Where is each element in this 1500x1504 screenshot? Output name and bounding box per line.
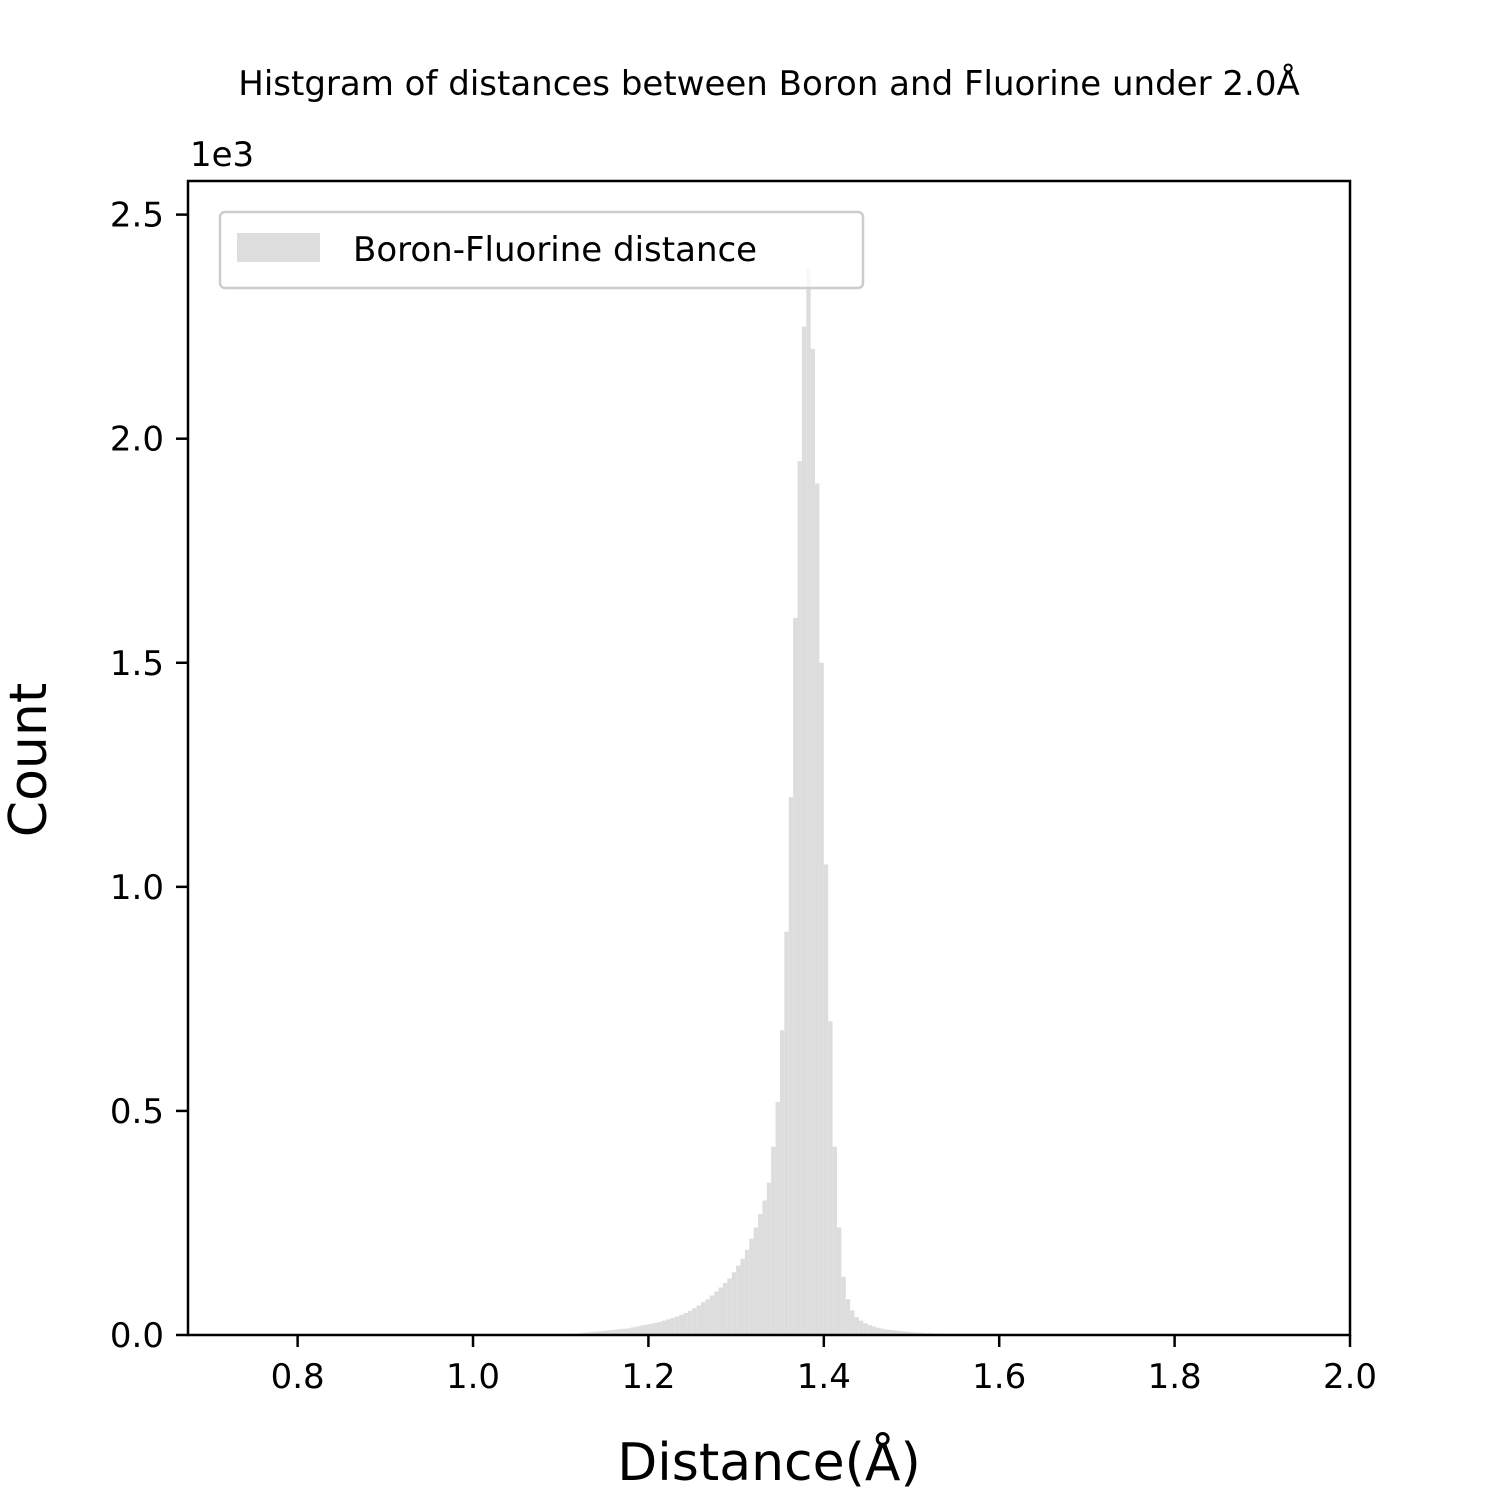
histogram-bar xyxy=(679,1315,683,1335)
x-axis-ticks: 0.8 1.0 1.2 1.4 1.6 1.8 2.0 xyxy=(271,1335,1377,1397)
histogram-bar xyxy=(798,461,802,1335)
histogram-bar xyxy=(767,1183,771,1335)
legend-entry-label: Boron-Fluorine distance xyxy=(353,230,757,270)
histogram-bar xyxy=(657,1322,661,1335)
histogram-bar xyxy=(863,1323,867,1335)
histogram-bar xyxy=(872,1326,876,1335)
x-tick-label: 1.4 xyxy=(797,1357,851,1397)
plot-frame xyxy=(188,181,1350,1335)
histogram-bar xyxy=(635,1326,639,1335)
x-tick-label: 1.0 xyxy=(446,1357,500,1397)
histogram-bar xyxy=(762,1201,766,1335)
histogram-bar xyxy=(815,484,819,1335)
x-tick-label: 1.6 xyxy=(972,1357,1026,1397)
y-tick-label: 0.5 xyxy=(110,1092,164,1132)
histogram-bar xyxy=(648,1324,652,1335)
histogram-bar xyxy=(802,327,806,1335)
histogram-bar xyxy=(846,1299,850,1335)
histogram-bar xyxy=(824,864,828,1335)
histogram-bar xyxy=(828,1021,832,1335)
histogram-bar xyxy=(745,1250,749,1335)
histogram-bar xyxy=(754,1227,758,1335)
histogram-bar xyxy=(841,1277,845,1335)
histogram-bar xyxy=(855,1317,859,1335)
histogram-bar xyxy=(644,1325,648,1335)
y-offset-text: 1e3 xyxy=(190,135,254,175)
histogram-bar xyxy=(749,1239,753,1335)
y-tick-label: 0.0 xyxy=(110,1316,164,1356)
y-tick-label: 1.5 xyxy=(110,644,164,684)
histogram-bar xyxy=(697,1305,701,1335)
histogram-bar xyxy=(670,1318,674,1335)
histogram-bar xyxy=(789,797,793,1335)
histogram-bars xyxy=(561,268,999,1335)
histogram-bar xyxy=(662,1321,666,1335)
x-tick-label: 1.8 xyxy=(1148,1357,1202,1397)
histogram-bar xyxy=(780,1030,784,1335)
x-tick-label: 1.2 xyxy=(621,1357,675,1397)
y-axis-label: Count xyxy=(0,683,59,837)
legend: Boron-Fluorine distance xyxy=(220,212,863,288)
histogram-bar xyxy=(705,1299,709,1335)
x-axis-label: Distance(Å) xyxy=(617,1431,921,1493)
histogram-bar xyxy=(653,1323,657,1335)
histogram-bar xyxy=(806,268,810,1335)
x-tick-label: 0.8 xyxy=(271,1357,325,1397)
y-tick-label: 2.5 xyxy=(110,196,164,236)
chart-title: Histgram of distances between Boron and … xyxy=(238,63,1299,104)
histogram-bar xyxy=(771,1147,775,1335)
histogram-bar xyxy=(868,1325,872,1335)
histogram-bar xyxy=(710,1296,714,1335)
legend-swatch xyxy=(237,233,320,262)
y-axis-ticks: 0.0 0.5 1.0 1.5 2.0 2.5 xyxy=(110,196,188,1356)
histogram-bar xyxy=(776,1102,780,1335)
histogram-bar xyxy=(811,349,815,1335)
histogram-bar xyxy=(675,1317,679,1335)
histogram-bar xyxy=(793,618,797,1335)
y-tick-label: 2.0 xyxy=(110,420,164,460)
histogram-bar xyxy=(859,1321,863,1335)
y-tick-label: 1.0 xyxy=(110,868,164,908)
histogram-bar xyxy=(666,1319,670,1335)
histogram-bar xyxy=(701,1302,705,1335)
histogram-bar xyxy=(850,1310,854,1335)
x-tick-label: 2.0 xyxy=(1323,1357,1377,1397)
histogram-bar xyxy=(758,1214,762,1335)
histogram-bar xyxy=(833,1147,837,1335)
histogram-bar xyxy=(692,1308,696,1335)
histogram-bar xyxy=(723,1283,727,1335)
histogram-bar xyxy=(683,1313,687,1335)
histogram-bar xyxy=(714,1292,718,1335)
histogram-bar xyxy=(819,663,823,1335)
histogram-bar xyxy=(719,1287,723,1335)
histogram-bar xyxy=(727,1279,731,1335)
histogram-bar xyxy=(736,1266,740,1335)
histogram-bar xyxy=(640,1326,644,1335)
histogram-bar xyxy=(740,1259,744,1335)
histogram-bar xyxy=(732,1272,736,1335)
histogram-bar xyxy=(688,1311,692,1335)
histogram-bar xyxy=(837,1227,841,1335)
histogram-bar xyxy=(784,932,788,1335)
